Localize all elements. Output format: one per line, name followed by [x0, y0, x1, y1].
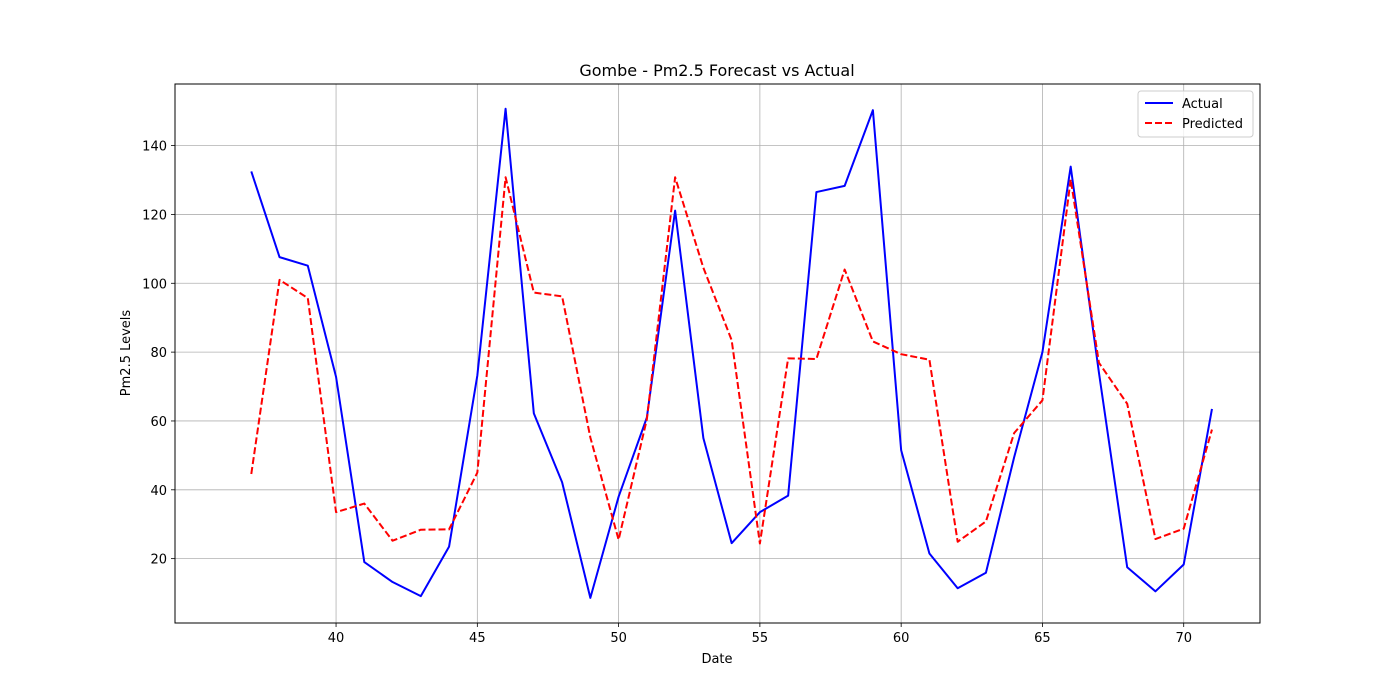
y-tick-label: 120 [142, 208, 167, 223]
legend-label-actual: Actual [1182, 97, 1223, 112]
series-line-actual [250, 107, 1213, 599]
x-axis-label: Date [701, 652, 732, 667]
x-tick-label: 45 [469, 631, 486, 646]
x-axis-ticks: 40 45 50 55 60 65 70 [328, 623, 1192, 646]
legend: Actual Predicted [1137, 90, 1254, 138]
x-tick-label: 70 [1175, 631, 1192, 646]
y-axis-label: Pm2.5 Levels [119, 310, 134, 397]
x-tick-label: 60 [893, 631, 910, 646]
x-tick-label: 55 [752, 631, 769, 646]
y-tick-label: 80 [150, 346, 167, 361]
legend-label-predicted: Predicted [1182, 117, 1243, 132]
x-tick-label: 50 [610, 631, 627, 646]
y-tick-label: 20 [150, 553, 167, 568]
grid-lines [175, 84, 1260, 623]
plot-frame [174, 83, 1261, 624]
x-tick-label: 65 [1034, 631, 1051, 646]
y-tick-label: 60 [150, 415, 167, 430]
y-tick-label: 100 [142, 277, 167, 292]
y-axis-ticks: 20 40 60 80 100 120 140 [142, 140, 175, 568]
y-tick-label: 140 [142, 140, 167, 155]
series-line-predicted [250, 176, 1213, 545]
series-group [250, 107, 1213, 599]
chart-title: Gombe - Pm2.5 Forecast vs Actual [579, 61, 854, 80]
x-tick-label: 40 [328, 631, 345, 646]
y-tick-label: 40 [150, 484, 167, 499]
